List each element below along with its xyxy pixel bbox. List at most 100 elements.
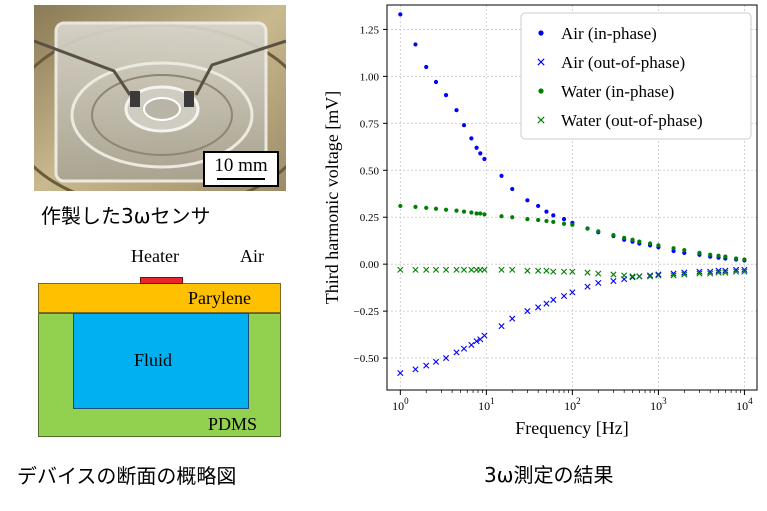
point-air-in-phase- [551, 213, 556, 218]
point-water-out-of-phase- [442, 266, 450, 273]
point-air-in-phase- [499, 173, 504, 179]
point-water-in-phase- [525, 216, 530, 222]
x-tick-label: 104 [736, 396, 753, 413]
point-water-in-phase- [733, 256, 739, 261]
point-water-in-phase- [474, 211, 479, 216]
point-air-out-of-phase- [481, 332, 488, 339]
third-harmonic-chart: −0.50−0.250.000.250.500.751.001.25 100 10… [322, 4, 758, 438]
point-air-out-of-phase- [715, 267, 722, 274]
point-air-out-of-phase- [453, 349, 460, 356]
point-water-in-phase- [723, 254, 728, 259]
point-air-out-of-phase- [696, 268, 703, 275]
x-tick-label: 103 [650, 396, 667, 413]
legend-label: Water (in-phase) [561, 82, 674, 101]
photo-caption: 作製した3ωセンサ [41, 204, 211, 228]
x-axis-ticks: 100 101 102 103 104 [392, 390, 753, 413]
point-water-in-phase- [585, 226, 590, 231]
point-air-in-phase- [461, 123, 467, 128]
point-water-in-phase- [510, 215, 515, 220]
point-water-in-phase- [551, 219, 556, 225]
point-air-in-phase- [433, 79, 439, 85]
point-water-in-phase- [461, 209, 467, 214]
point-air-in-phase- [474, 145, 479, 150]
point-water-out-of-phase- [655, 272, 662, 279]
point-water-in-phase- [630, 237, 635, 242]
point-water-in-phase- [716, 253, 721, 258]
point-water-out-of-phase- [460, 266, 468, 273]
point-water-in-phase- [424, 205, 429, 210]
point-water-out-of-phase- [715, 269, 722, 276]
point-water-in-phase- [647, 241, 653, 246]
point-air-out-of-phase- [473, 338, 480, 345]
y-tick-label: −0.25 [354, 306, 380, 318]
point-air-out-of-phase- [681, 269, 688, 276]
x-tick-label: 101 [478, 396, 495, 413]
point-air-out-of-phase- [707, 268, 714, 275]
point-water-in-phase- [538, 88, 544, 94]
point-water-in-phase- [454, 208, 459, 213]
heater-pad [140, 277, 183, 284]
y-tick-label: 0.50 [360, 165, 380, 177]
point-water-out-of-phase- [722, 269, 729, 276]
point-water-out-of-phase- [453, 266, 460, 273]
fluid-chamber [73, 313, 249, 409]
point-air-in-phase- [398, 12, 403, 17]
point-air-in-phase- [561, 216, 567, 222]
point-air-out-of-phase- [432, 358, 440, 365]
point-water-out-of-phase- [595, 270, 602, 277]
y-axis-ticks: −0.50 −0.25 0.00 0.25 0.50 0.75 1.00 1.25 [354, 24, 387, 365]
x-axis-label: Frequency [Hz] [515, 418, 628, 438]
point-water-in-phase- [622, 235, 627, 240]
point-air-out-of-phase- [524, 308, 531, 315]
point-air-in-phase- [510, 186, 515, 192]
point-air-out-of-phase- [560, 293, 568, 300]
point-water-out-of-phase- [412, 266, 419, 273]
point-water-in-phase- [433, 206, 439, 211]
point-water-out-of-phase- [423, 266, 430, 273]
point-air-out-of-phase- [397, 370, 404, 377]
point-water-in-phase- [708, 252, 713, 257]
point-air-out-of-phase- [722, 267, 729, 274]
point-water-in-phase- [469, 210, 474, 215]
point-water-out-of-phase- [498, 266, 505, 273]
point-water-out-of-phase- [550, 268, 557, 275]
point-water-out-of-phase- [569, 268, 576, 275]
point-air-out-of-phase- [412, 366, 419, 373]
legend-label: Air (out-of-phase) [561, 53, 685, 72]
point-water-out-of-phase- [543, 267, 550, 274]
scale-bar-box: 10 mm [203, 151, 279, 187]
point-air-out-of-phase- [595, 279, 602, 287]
point-water-in-phase- [413, 204, 418, 209]
point-air-out-of-phase- [537, 58, 545, 66]
point-water-out-of-phase- [524, 267, 531, 274]
point-water-out-of-phase- [733, 268, 740, 275]
point-air-out-of-phase- [610, 277, 617, 285]
parylene-label: Parylene [188, 288, 251, 308]
point-air-out-of-phase- [741, 266, 748, 273]
point-water-out-of-phase- [636, 273, 643, 280]
scale-bar [217, 178, 265, 180]
x-tick-label: 100 [392, 396, 409, 413]
point-water-out-of-phase- [696, 270, 703, 277]
point-air-in-phase- [544, 209, 549, 214]
point-water-in-phase- [482, 212, 487, 217]
point-water-in-phase- [443, 207, 449, 212]
point-water-out-of-phase- [481, 266, 488, 273]
plot-frame [386, 4, 758, 391]
chart-caption: 3ω測定の結果 [484, 463, 614, 487]
point-water-out-of-phase- [397, 266, 404, 273]
point-water-out-of-phase- [707, 270, 714, 277]
point-water-in-phase- [637, 239, 642, 244]
point-air-in-phase- [538, 30, 544, 36]
point-water-in-phase- [611, 232, 616, 238]
point-air-in-phase- [413, 42, 418, 47]
point-air-out-of-phase- [733, 266, 740, 273]
sensor-photo: 10 mm [34, 5, 286, 191]
point-air-out-of-phase- [498, 323, 505, 330]
point-air-out-of-phase- [670, 270, 677, 277]
y-tick-label: 0.25 [360, 212, 380, 224]
point-air-out-of-phase- [569, 289, 576, 296]
point-water-out-of-phase- [610, 271, 617, 278]
point-air-in-phase- [478, 151, 483, 156]
point-water-in-phase- [570, 222, 575, 227]
